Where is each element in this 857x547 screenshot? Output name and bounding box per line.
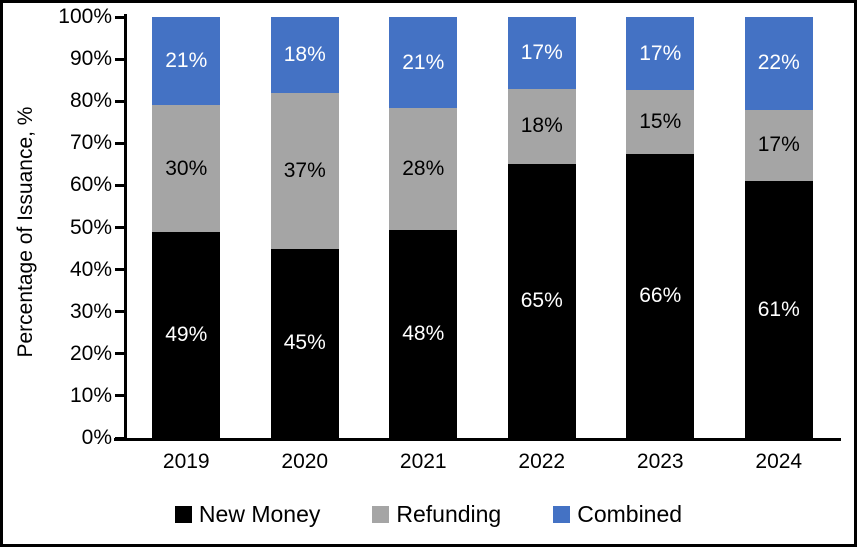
segment-refunding: 28% [389,108,458,230]
segment-new-money: 48% [389,229,458,438]
legend-item-refunding: Refunding [372,501,501,527]
segment-new-money: 45% [270,248,339,438]
data-label: 61% [757,297,800,321]
data-label: 15% [639,110,682,134]
data-label: 30% [165,156,208,180]
y-tick-label: 90% [69,47,112,71]
legend-item-combined: Combined [553,501,682,527]
data-label: 18% [283,42,326,66]
plot-area: 21% 30% 49% 18% 37% 45% 21% 28% 48% 17% 18% 65% 17% 1… [127,17,838,438]
legend-swatch-new-money [174,505,192,523]
data-label: 17% [520,40,563,64]
segment-combined: 17% [507,17,576,89]
x-category-label: 2023 [636,450,684,473]
bar-2021: 21% 28% 48% [389,17,458,438]
legend-label: Refunding [396,501,502,527]
x-category-label: 2020 [281,450,329,473]
data-label: 21% [402,50,445,74]
y-tick [115,15,124,19]
data-label: 18% [520,114,563,138]
y-tick [115,99,124,103]
segment-combined: 17% [626,17,695,91]
data-label: 22% [757,51,800,75]
bar-2022: 17% 18% 65% [507,17,576,438]
y-tick-label: 80% [69,89,112,113]
legend-item-new-money: New Money [174,501,321,527]
y-tick [115,183,124,187]
y-tick-label: 40% [69,257,112,281]
segment-new-money: 61% [744,181,813,438]
data-label: 17% [757,133,800,157]
segment-refunding: 37% [270,92,339,249]
legend: New Money Refunding Combined [3,501,854,527]
bar-2023: 17% 15% 66% [626,17,695,438]
segment-combined: 21% [389,17,458,109]
data-label: 45% [283,331,326,355]
y-tick [115,310,124,314]
data-label: 28% [402,156,445,180]
y-tick [115,226,124,229]
y-tick [115,394,124,398]
x-axis-line [114,438,841,441]
y-tick [115,268,124,272]
data-label: 21% [165,49,208,73]
bar-2024: 22% 17% 61% [744,17,813,438]
y-axis-line [124,14,127,441]
segment-new-money: 66% [626,154,695,438]
data-label: 48% [402,321,445,345]
legend-swatch-refunding [372,505,390,523]
data-label: 49% [165,322,208,346]
y-tick-label: 100% [58,5,112,28]
data-label: 66% [639,284,682,308]
segment-combined: 21% [152,17,221,106]
x-category-label: 2019 [162,450,210,473]
x-category-label: 2022 [518,450,566,473]
segment-combined: 22% [744,17,813,110]
segment-refunding: 18% [507,88,576,165]
y-tick-label: 50% [69,215,112,239]
data-label: 37% [283,158,326,182]
bar-2020: 18% 37% 45% [270,17,339,438]
y-tick [115,57,124,61]
y-tick-label: 20% [69,341,112,365]
bar-2019: 21% 30% 49% [152,17,221,438]
y-tick-label: 30% [69,299,112,323]
legend-label: Combined [577,501,683,527]
segment-refunding: 17% [744,109,813,182]
segment-refunding: 30% [152,105,221,232]
y-tick [115,352,124,356]
y-tick [115,141,124,145]
y-tick [115,436,124,440]
data-label: 17% [639,41,682,65]
legend-label: New Money [198,501,321,527]
segment-new-money: 65% [507,164,576,438]
segment-new-money: 49% [152,231,221,438]
x-category-label: 2021 [399,450,447,473]
y-tick-label: 0% [81,426,112,449]
legend-swatch-combined [553,505,571,523]
x-category-label: 2024 [755,450,803,473]
y-tick-label: 10% [69,383,112,407]
data-label: 65% [520,289,563,313]
y-tick-label: 70% [69,131,112,155]
segment-refunding: 15% [626,90,695,155]
segment-combined: 18% [270,17,339,93]
y-tick-label: 60% [69,173,112,197]
